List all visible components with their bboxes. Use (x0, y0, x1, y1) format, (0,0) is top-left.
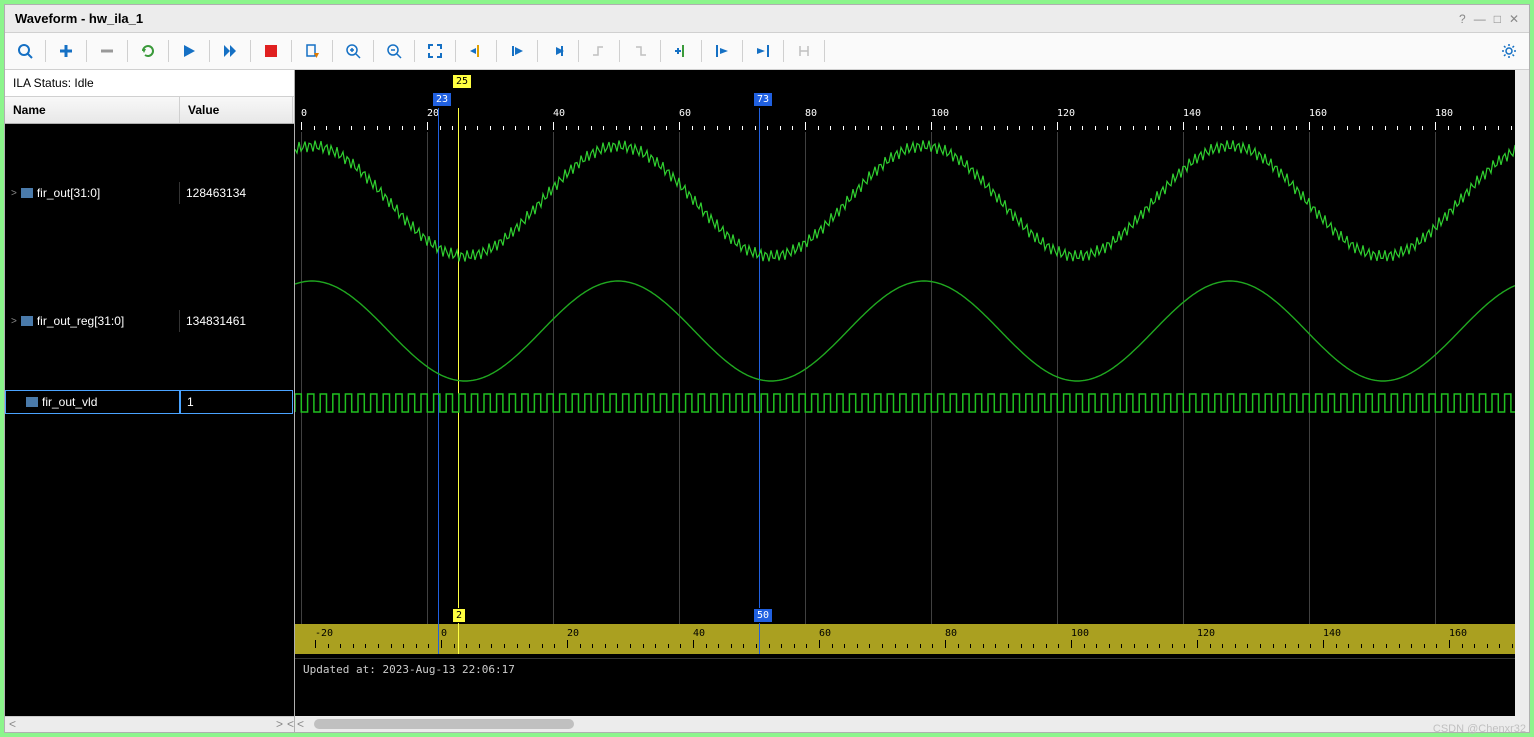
close-icon[interactable]: ✕ (1509, 12, 1519, 26)
ruler-tick-label: 160 (1449, 628, 1467, 639)
signal-row[interactable]: fir_out_vld 1 (5, 390, 294, 414)
cursor-marker[interactable]: 2 (452, 608, 466, 623)
ruler-tick-label: 80 (805, 108, 817, 119)
name-header[interactable]: Name (5, 97, 180, 123)
maximize-icon[interactable]: □ (1494, 12, 1501, 26)
value-header[interactable]: Value (180, 97, 293, 123)
cursor-marker[interactable]: 73 (753, 92, 773, 107)
stop-button[interactable] (257, 37, 285, 65)
zoom-fit-button[interactable] (421, 37, 449, 65)
signal-icon (21, 188, 33, 198)
left-pane: ILA Status: Idle Name Value > fir_out[31:… (5, 70, 295, 732)
waveform-pane[interactable]: 020406080100120140160180 -20020406080100… (295, 70, 1529, 732)
ruler-tick-label: 0 (301, 108, 307, 119)
remove-button[interactable] (93, 37, 121, 65)
prev-edge-button[interactable] (585, 37, 613, 65)
ruler-tick-label: 80 (945, 628, 957, 639)
window-title: Waveform - hw_ila_1 (15, 11, 143, 26)
ruler-tick-label: 0 (441, 628, 447, 639)
ruler-tick-label: 140 (1323, 628, 1341, 639)
ruler-bottom: -20 0 20 40 60 80 100 120 140 160 (295, 624, 1529, 654)
add-button[interactable] (52, 37, 80, 65)
cursor-marker[interactable]: 25 (452, 74, 472, 89)
signal-value: 1 (180, 390, 293, 414)
zoom-in-button[interactable] (339, 37, 367, 65)
ila-status: ILA Status: Idle (5, 70, 294, 97)
scrollbar-thumb[interactable] (314, 719, 574, 729)
add-marker-button[interactable] (667, 37, 695, 65)
ruler-tick-label: 120 (1057, 108, 1075, 119)
cursor-marker[interactable]: 50 (753, 608, 773, 623)
goto-cursor-button[interactable] (462, 37, 490, 65)
signal-value: 134831461 (180, 310, 293, 332)
watermark: CSDN @Chenxr32 (1433, 723, 1526, 735)
signal-value: 128463134 (180, 182, 293, 204)
signal-name: fir_out_vld (42, 395, 97, 409)
ruler-tick-label: 100 (1071, 628, 1089, 639)
next-marker-button[interactable] (749, 37, 777, 65)
signal-icon (21, 316, 33, 326)
cursor-marker[interactable]: 23 (432, 92, 452, 107)
expand-icon[interactable]: > (11, 316, 17, 327)
ruler-tick-label: 60 (819, 628, 831, 639)
digital-waveform (295, 392, 1515, 414)
ruler-tick-label: 60 (679, 108, 691, 119)
search-button[interactable] (11, 37, 39, 65)
toolbar (5, 33, 1529, 70)
footer-status: Updated at: 2023-Aug-13 22:06:17 (295, 658, 1529, 678)
swap-markers-button[interactable] (790, 37, 818, 65)
ruler-tick-label: 180 (1435, 108, 1453, 119)
signal-name: fir_out_reg[31:0] (37, 314, 124, 328)
signal-icon (26, 397, 38, 407)
ruler-tick-label: 100 (931, 108, 949, 119)
signal-row[interactable]: > fir_out_reg[31:0] 134831461 (5, 310, 294, 332)
zoom-out-button[interactable] (380, 37, 408, 65)
prev-marker-button[interactable] (708, 37, 736, 65)
content-area: ILA Status: Idle Name Value > fir_out[31:… (5, 70, 1529, 732)
settings-button[interactable] (1495, 37, 1523, 65)
analog-waveform (295, 136, 1515, 266)
ruler-tick-label: 120 (1197, 628, 1215, 639)
analog-waveform (295, 266, 1515, 396)
minimize-icon[interactable]: — (1474, 12, 1486, 26)
ruler-tick-label: 140 (1183, 108, 1201, 119)
next-edge-button[interactable] (626, 37, 654, 65)
export-button[interactable] (298, 37, 326, 65)
ruler-tick-label: -20 (315, 628, 333, 639)
ruler-tick-label: 40 (693, 628, 705, 639)
next-transition-button[interactable] (544, 37, 572, 65)
expand-icon[interactable]: > (11, 188, 17, 199)
refresh-button[interactable] (134, 37, 162, 65)
fast-forward-button[interactable] (216, 37, 244, 65)
ruler-tick-label: 40 (553, 108, 565, 119)
column-headers: Name Value (5, 97, 294, 124)
vertical-scrollbar[interactable] (1515, 70, 1529, 716)
signal-name: fir_out[31:0] (37, 186, 100, 200)
signal-row[interactable]: > fir_out[31:0] 128463134 (5, 182, 294, 204)
play-button[interactable] (175, 37, 203, 65)
ruler-tick-label: 160 (1309, 108, 1327, 119)
horizontal-scrollbar[interactable]: < (295, 716, 1529, 732)
waveform-window: Waveform - hw_ila_1 ? — □ ✕ (4, 4, 1530, 733)
prev-transition-button[interactable] (503, 37, 531, 65)
ruler-top: 020406080100120140160180 (295, 108, 1529, 132)
help-icon[interactable]: ? (1459, 12, 1466, 26)
ruler-tick-label: 20 (567, 628, 579, 639)
signal-rows: > fir_out[31:0] 128463134 > fir_out_reg[31:0… (5, 124, 294, 716)
titlebar: Waveform - hw_ila_1 ? — □ ✕ (5, 5, 1529, 33)
